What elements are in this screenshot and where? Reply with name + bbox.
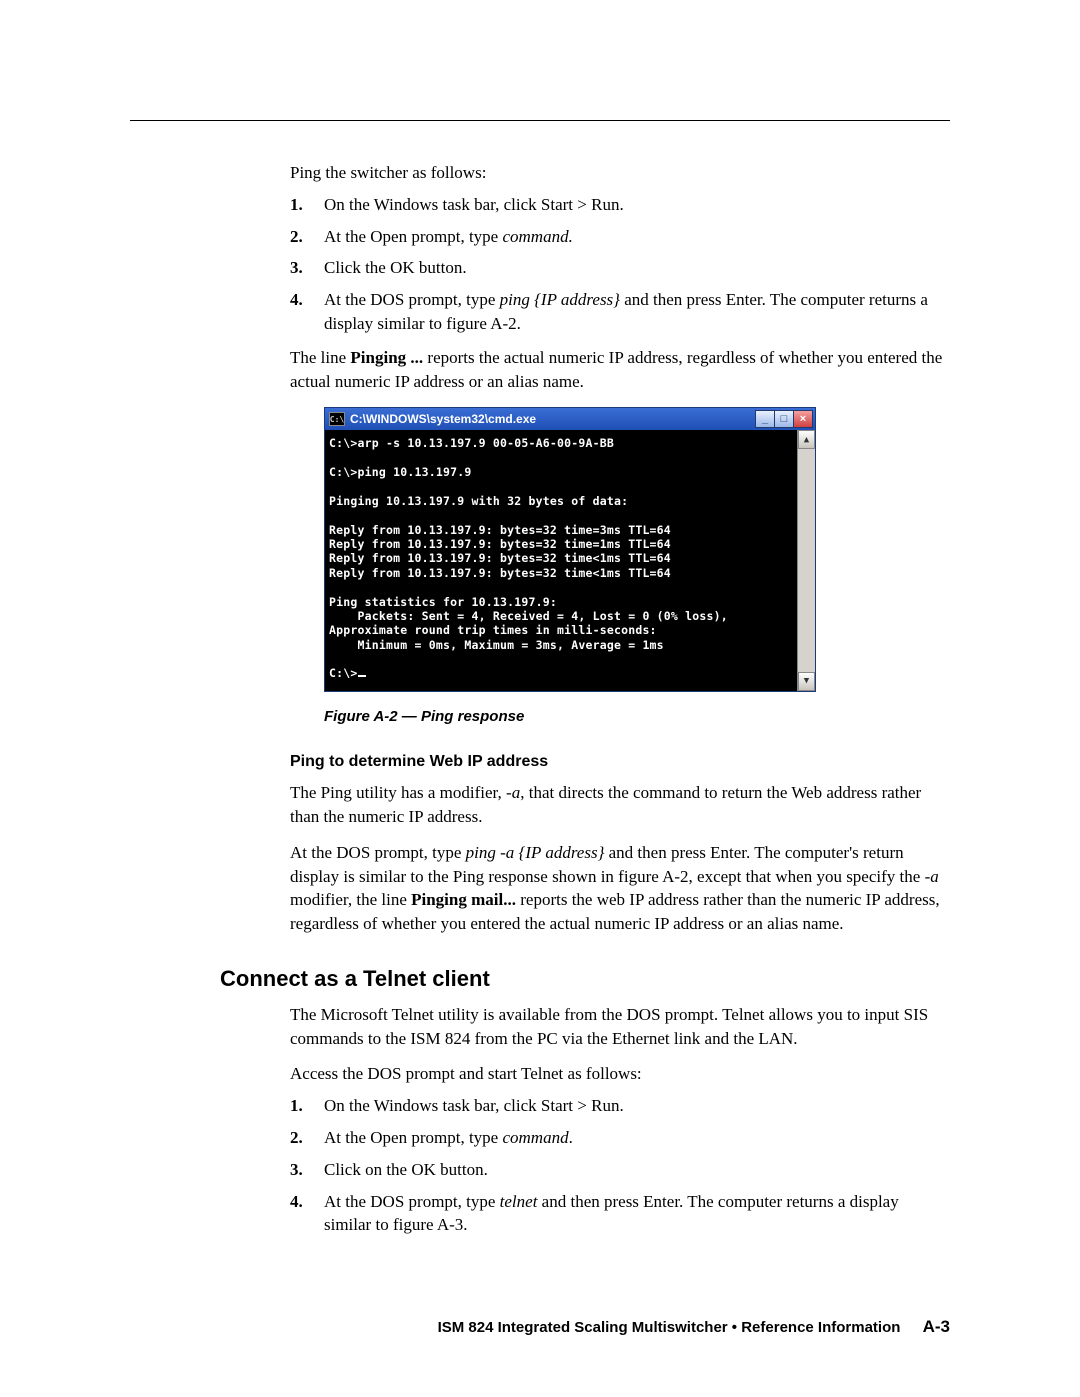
list-item: 3. Click on the OK button. bbox=[290, 1158, 950, 1182]
step-text: Click the OK button. bbox=[324, 256, 950, 280]
cmd-titlebar[interactable]: C:\ C:\WINDOWS\system32\cmd.exe _ □ × bbox=[325, 408, 815, 430]
step-number: 1. bbox=[290, 1094, 324, 1118]
step-number: 1. bbox=[290, 193, 324, 217]
list-item: 4. At the DOS prompt, type telnet and th… bbox=[290, 1190, 950, 1238]
body-paragraph: The Ping utility has a modifier, -a, tha… bbox=[290, 781, 950, 829]
cmd-body-wrap: C:\>arp -s 10.13.197.9 00-05-A6-00-9A-BB… bbox=[325, 430, 815, 690]
figure-caption: Figure A-2 — Ping response bbox=[324, 706, 950, 727]
subheading: Ping to determine Web IP address bbox=[290, 751, 950, 773]
top-rule bbox=[130, 120, 950, 121]
step-subtext: The line Pinging ... reports the actual … bbox=[290, 346, 950, 394]
content-column: Ping the switcher as follows: 1. On the … bbox=[290, 161, 950, 1237]
cmd-icon: C:\ bbox=[329, 412, 345, 426]
list-item: 2. At the Open prompt, type command. bbox=[290, 1126, 950, 1150]
page-footer: ISM 824 Integrated Scaling Multiswitcher… bbox=[0, 1317, 950, 1337]
scroll-up-button[interactable]: ▲ bbox=[798, 430, 815, 449]
close-button[interactable]: × bbox=[793, 410, 813, 428]
list-item: 1. On the Windows task bar, click Start … bbox=[290, 193, 950, 217]
scroll-down-button[interactable]: ▼ bbox=[798, 672, 815, 691]
section-heading: Connect as a Telnet client bbox=[220, 964, 950, 995]
step-number: 2. bbox=[290, 225, 324, 249]
step-text: At the Open prompt, type command. bbox=[324, 225, 950, 249]
step-number: 3. bbox=[290, 1158, 324, 1182]
step-text: On the Windows task bar, click Start > R… bbox=[324, 1094, 950, 1118]
steps-list-1: 1. On the Windows task bar, click Start … bbox=[290, 193, 950, 336]
list-item: 1. On the Windows task bar, click Start … bbox=[290, 1094, 950, 1118]
cmd-window: C:\ C:\WINDOWS\system32\cmd.exe _ □ × C:… bbox=[324, 407, 816, 691]
intro-text: Ping the switcher as follows: bbox=[290, 161, 950, 185]
body-paragraph: At the DOS prompt, type ping -a {IP addr… bbox=[290, 841, 950, 936]
list-item: 2. At the Open prompt, type command. bbox=[290, 225, 950, 249]
list-item: 4. At the DOS prompt, type ping {IP addr… bbox=[290, 288, 950, 336]
step-text: Click on the OK button. bbox=[324, 1158, 950, 1182]
body-paragraph: Access the DOS prompt and start Telnet a… bbox=[290, 1062, 950, 1086]
step-number: 3. bbox=[290, 256, 324, 280]
step-text: On the Windows task bar, click Start > R… bbox=[324, 193, 950, 217]
step-number: 4. bbox=[290, 1190, 324, 1238]
steps-list-2: 1. On the Windows task bar, click Start … bbox=[290, 1094, 950, 1237]
page-number: A-3 bbox=[923, 1317, 950, 1336]
step-text: At the Open prompt, type command. bbox=[324, 1126, 950, 1150]
step-text: At the DOS prompt, type telnet and then … bbox=[324, 1190, 950, 1238]
body-paragraph: The Microsoft Telnet utility is availabl… bbox=[290, 1003, 950, 1051]
cmd-title: C:\WINDOWS\system32\cmd.exe bbox=[350, 411, 756, 428]
minimize-button[interactable]: _ bbox=[755, 410, 775, 428]
scrollbar[interactable]: ▲ ▼ bbox=[797, 430, 815, 690]
footer-text: ISM 824 Integrated Scaling Multiswitcher… bbox=[438, 1319, 901, 1336]
step-text: At the DOS prompt, type ping {IP address… bbox=[324, 288, 950, 336]
window-buttons: _ □ × bbox=[756, 410, 813, 428]
cmd-output: C:\>arp -s 10.13.197.9 00-05-A6-00-9A-BB… bbox=[325, 430, 797, 690]
step-number: 2. bbox=[290, 1126, 324, 1150]
step-number: 4. bbox=[290, 288, 324, 336]
cursor-icon bbox=[358, 675, 366, 677]
list-item: 3. Click the OK button. bbox=[290, 256, 950, 280]
maximize-button[interactable]: □ bbox=[774, 410, 794, 428]
document-page: Ping the switcher as follows: 1. On the … bbox=[0, 0, 1080, 1397]
